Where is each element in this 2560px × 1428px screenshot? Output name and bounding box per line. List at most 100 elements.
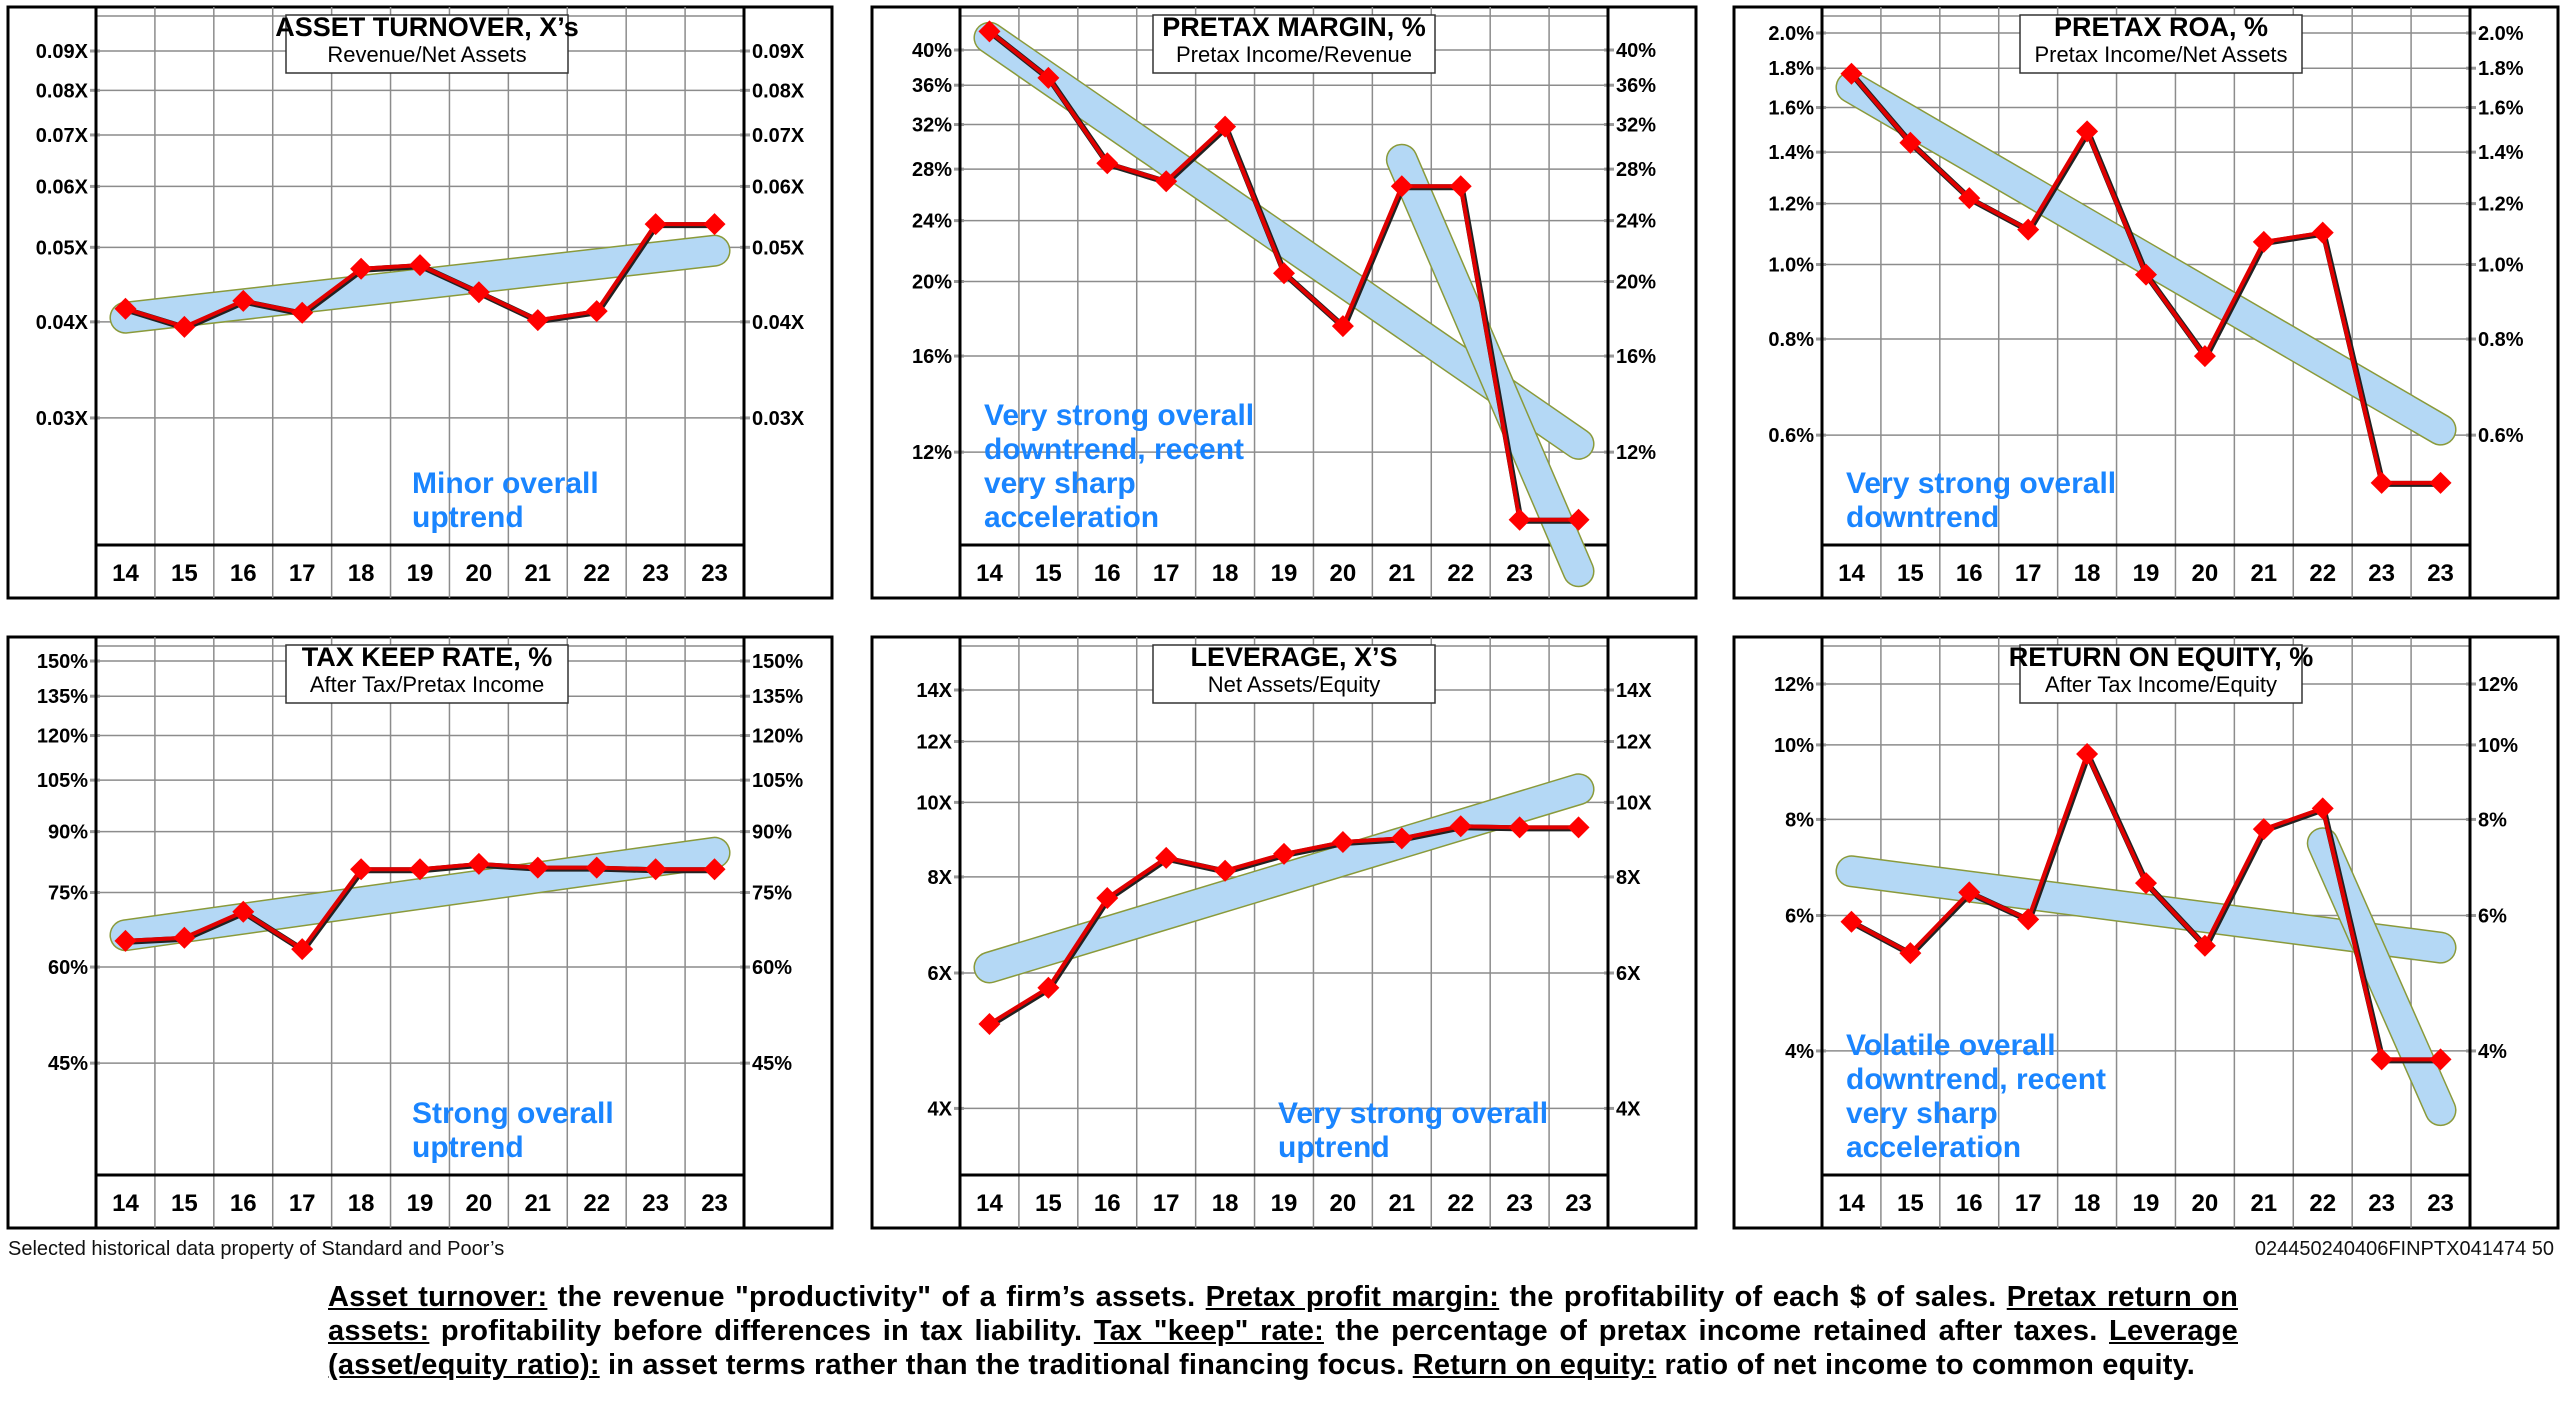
x-tick-label: 14 xyxy=(1838,1190,1865,1217)
x-tick-label: 19 xyxy=(407,560,434,587)
x-tick-label: 23 xyxy=(701,560,728,587)
x-tick-label: 16 xyxy=(1956,560,1983,587)
y-tick-label-right: 120% xyxy=(752,726,803,748)
y-tick-label-right: 0.03X xyxy=(752,408,805,430)
x-tick-label: 21 xyxy=(1388,560,1415,587)
x-tick-label: 18 xyxy=(2074,1190,2101,1217)
data-point-marker xyxy=(2135,263,2157,286)
data-point-marker xyxy=(644,213,667,236)
x-tick-label: 23 xyxy=(701,1190,728,1217)
chart-title: PRETAX ROA, % xyxy=(2054,12,2268,42)
y-tick-label-left: 12% xyxy=(1774,674,1814,696)
data-point-marker xyxy=(1155,846,1178,869)
y-tick-label-right: 0.6% xyxy=(2478,425,2524,447)
data-point-marker xyxy=(1155,170,1178,193)
glossary-term: Leverage (asset/equity ratio): xyxy=(328,1315,2238,1381)
data-point-marker xyxy=(2135,872,2157,895)
chart-subtitle: Pretax Income/Revenue xyxy=(1176,42,1412,67)
data-point-marker xyxy=(585,856,608,879)
y-tick-label-right: 12X xyxy=(1616,731,1652,753)
chart-svg: 40% 40% 36% 36% 32% 32% 28% 28% 24% 24% 20% 20% 16% 1… xyxy=(870,5,1698,600)
x-tick-label: 23 xyxy=(2427,560,2454,587)
data-point-marker xyxy=(2311,221,2334,244)
x-tick-label: 15 xyxy=(1897,560,1924,587)
x-tick-label: 22 xyxy=(1447,1190,1474,1217)
y-tick-label-right: 90% xyxy=(752,822,792,844)
x-tick-label: 23 xyxy=(1506,1190,1533,1217)
data-point-marker xyxy=(232,289,255,312)
data-point-marker xyxy=(2252,818,2275,841)
x-tick-label: 21 xyxy=(524,560,551,587)
y-tick-label-right: 1.4% xyxy=(2478,142,2524,164)
y-tick-label-right: 6% xyxy=(2478,906,2507,928)
y-tick-label-right: 10X xyxy=(1616,792,1652,814)
y-tick-label-left: 28% xyxy=(912,159,952,181)
y-tick-label-right: 4% xyxy=(2478,1041,2507,1063)
data-point-marker xyxy=(1331,831,1354,854)
y-tick-label-left: 8X xyxy=(928,867,953,889)
chart-return-on-equity: 12% 12% 10% 10% 8% 8% 6% 6% 4% 4% 14 15 16 17 18 19 20 21… xyxy=(1732,635,2560,1230)
x-tick-label: 14 xyxy=(976,560,1003,587)
y-tick-label-left: 4% xyxy=(1785,1041,1814,1063)
y-tick-label-left: 10% xyxy=(1774,735,1814,757)
y-tick-label-right: 1.2% xyxy=(2478,194,2524,216)
y-tick-label-left: 150% xyxy=(37,651,88,673)
data-point-marker xyxy=(2017,218,2040,241)
glossary-term: Pretax profit margin: xyxy=(1205,1281,1500,1313)
data-point-marker xyxy=(526,309,549,332)
document-code: 024450240406FINPTX041474 50 xyxy=(2254,1238,2554,1260)
y-tick-label-right: 1.0% xyxy=(2478,255,2524,277)
y-tick-label-right: 32% xyxy=(1616,115,1656,137)
chart-svg: 14X 14X 12X 12X 10X 10X 8X 8X 6X 6X 4X 4X 14 15 16 17 18… xyxy=(870,635,1698,1230)
chart-svg: 0.09X 0.09X 0.08X 0.08X 0.07X 0.07X 0.06X 0.06X… xyxy=(6,5,834,600)
x-tick-label: 18 xyxy=(2074,560,2101,587)
y-tick-label-right: 75% xyxy=(752,883,792,905)
x-tick-label: 15 xyxy=(171,560,198,587)
data-point-marker xyxy=(467,281,490,304)
data-point-marker xyxy=(703,213,726,236)
chart-subtitle: After Tax/Pretax Income xyxy=(310,672,544,697)
data-point-marker xyxy=(703,858,726,881)
x-tick-label: 20 xyxy=(2192,1190,2219,1217)
data-point-marker xyxy=(2076,120,2099,143)
data-point-marker xyxy=(1958,881,1981,904)
chart-pretax-margin: 40% 40% 36% 36% 32% 32% 28% 28% 24% 24% 20% 20% 16% 1… xyxy=(870,5,1698,600)
x-tick-label: 23 xyxy=(2427,1190,2454,1217)
x-tick-label: 17 xyxy=(289,1190,316,1217)
y-tick-label-right: 20% xyxy=(1616,272,1656,294)
chart-subtitle: Pretax Income/Net Assets xyxy=(2034,42,2287,67)
y-tick-label-left: 6X xyxy=(928,963,953,985)
trend-annotation-line: acceleration xyxy=(984,501,1159,534)
data-point-marker xyxy=(1899,942,1922,965)
x-tick-label: 14 xyxy=(112,560,139,587)
data-point-marker xyxy=(467,852,490,875)
data-point-marker xyxy=(409,254,431,277)
y-tick-label-left: 4X xyxy=(928,1098,953,1120)
trend-annotation-line: Very strong overall xyxy=(984,399,1254,432)
trend-annotation-line: Very strong overall xyxy=(1846,467,2116,500)
trend-annotation-line: downtrend xyxy=(1846,501,1999,534)
y-tick-label-left: 0.08X xyxy=(36,80,89,102)
chart-title: TAX KEEP RATE, % xyxy=(302,642,553,672)
y-tick-label-left: 105% xyxy=(37,770,88,792)
y-tick-label-left: 90% xyxy=(48,822,88,844)
y-tick-label-left: 32% xyxy=(912,115,952,137)
data-point-marker xyxy=(978,1013,1001,1036)
chart-title: PRETAX MARGIN, % xyxy=(1162,12,1426,42)
y-tick-label-left: 0.09X xyxy=(36,41,89,63)
y-tick-label-right: 16% xyxy=(1616,346,1656,368)
glossary-term: Pretax return on assets: xyxy=(328,1281,2238,1347)
x-tick-label: 23 xyxy=(642,560,669,587)
trend-annotation-line: uptrend xyxy=(412,1131,524,1164)
y-tick-label-left: 36% xyxy=(912,75,952,97)
trend-annotation-line: very sharp xyxy=(1846,1097,1998,1130)
y-tick-label-left: 1.2% xyxy=(1768,194,1814,216)
x-tick-label: 14 xyxy=(1838,560,1865,587)
x-tick-label: 14 xyxy=(112,1190,139,1217)
title-box xyxy=(285,14,569,74)
trend-annotation-line: downtrend, recent xyxy=(984,433,1244,466)
y-tick-label-right: 0.06X xyxy=(752,176,805,198)
x-tick-label: 16 xyxy=(230,1190,257,1217)
y-tick-label-left: 120% xyxy=(37,726,88,748)
y-tick-label-right: 0.8% xyxy=(2478,329,2524,351)
